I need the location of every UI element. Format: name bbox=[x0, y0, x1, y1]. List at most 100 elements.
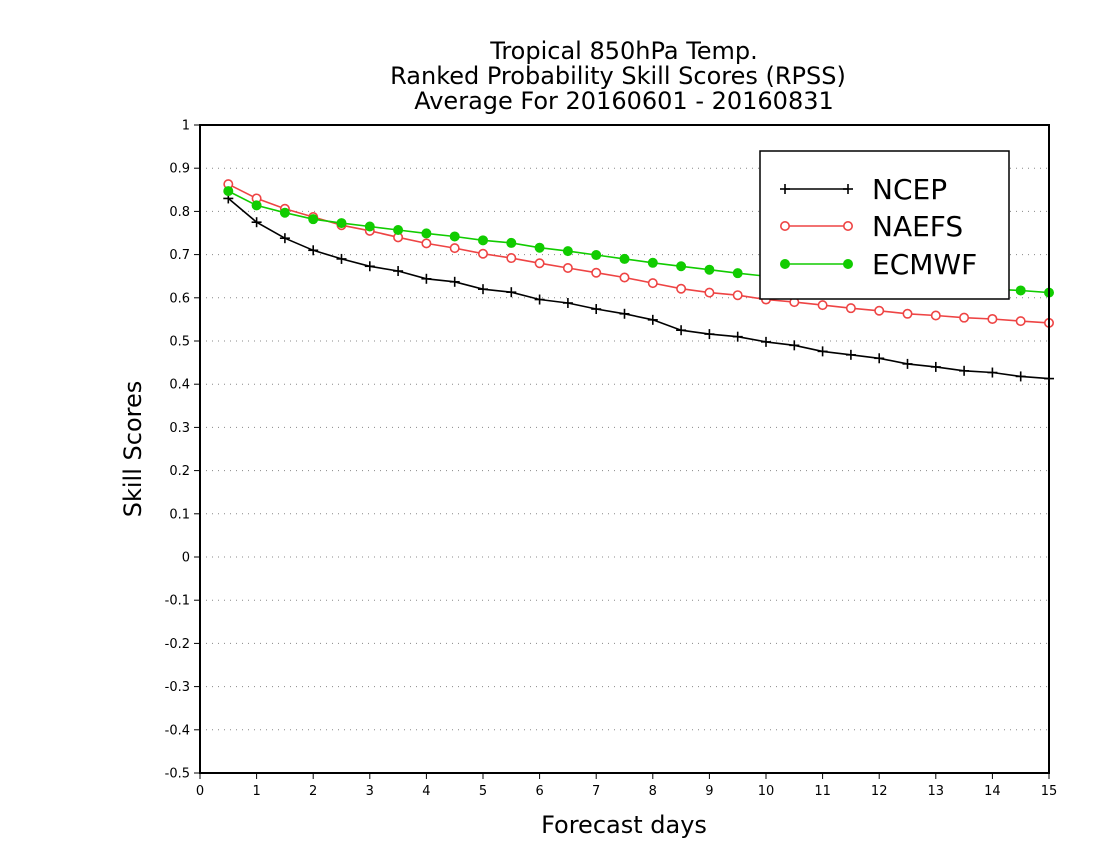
data-point-naefs bbox=[959, 312, 970, 323]
data-point-naefs bbox=[506, 253, 517, 264]
legend-box bbox=[759, 150, 1010, 300]
x-tick-label: 2 bbox=[309, 784, 317, 799]
x-tick-label: 1 bbox=[252, 784, 260, 799]
data-point-naefs bbox=[562, 262, 573, 273]
data-point-naefs bbox=[676, 283, 687, 294]
data-point-ecmwf bbox=[506, 237, 517, 248]
data-point-ncep bbox=[704, 329, 715, 340]
y-tick-label: -0.2 bbox=[165, 637, 190, 652]
x-tick-label: 3 bbox=[366, 784, 374, 799]
data-point-naefs bbox=[845, 303, 856, 314]
x-tick-label: 4 bbox=[422, 784, 430, 799]
data-point-ncep bbox=[308, 245, 319, 256]
data-point-naefs bbox=[930, 310, 941, 321]
data-point-ncep bbox=[930, 361, 941, 372]
legend-marker-naefs bbox=[842, 221, 853, 232]
data-point-ncep bbox=[789, 340, 800, 351]
x-tick-label: 11 bbox=[814, 784, 831, 799]
data-point-naefs bbox=[902, 308, 913, 319]
data-point-ecmwf bbox=[704, 264, 715, 275]
data-point-ecmwf bbox=[619, 253, 630, 264]
x-tick-label: 6 bbox=[535, 784, 543, 799]
x-tick-label: 7 bbox=[592, 784, 600, 799]
y-tick-label: 0.6 bbox=[169, 291, 190, 306]
data-point-ncep bbox=[421, 273, 432, 284]
chart-title-line-2: Ranked Probability Skill Scores (RPSS) bbox=[390, 62, 846, 90]
data-point-ncep bbox=[478, 284, 488, 295]
chart-title-line-1: Tropical 850hPa Temp. bbox=[489, 37, 758, 65]
data-point-ncep bbox=[959, 365, 970, 376]
data-point-ncep bbox=[761, 336, 771, 347]
data-point-naefs bbox=[1015, 316, 1026, 327]
data-point-ncep bbox=[591, 304, 602, 315]
x-tick-label: 10 bbox=[758, 784, 775, 799]
data-point-ncep bbox=[732, 331, 743, 342]
data-point-naefs bbox=[732, 290, 743, 301]
legend-label-ecmwf: ECMWF bbox=[872, 248, 977, 281]
x-tick-label: 0 bbox=[196, 784, 204, 799]
data-point-ncep bbox=[817, 346, 828, 357]
legend-marker-ncep bbox=[780, 184, 790, 194]
x-tick-label: 13 bbox=[928, 784, 945, 799]
x-axis-label: Forecast days bbox=[541, 811, 707, 839]
legend-marker-ncep bbox=[843, 184, 853, 194]
data-point-ecmwf bbox=[279, 207, 290, 218]
legend-marker-ecmwf bbox=[780, 259, 790, 269]
data-point-ncep bbox=[279, 233, 290, 244]
legend-marker-ecmwf bbox=[843, 259, 853, 269]
data-point-naefs bbox=[704, 287, 715, 298]
y-tick-label: 0.8 bbox=[169, 205, 190, 220]
data-point-naefs bbox=[874, 305, 885, 316]
data-point-naefs bbox=[619, 272, 630, 283]
data-point-naefs bbox=[647, 278, 658, 289]
y-tick-label: 0.4 bbox=[169, 378, 190, 393]
y-tick-label: 0.9 bbox=[169, 162, 190, 177]
y-axis-label: Skill Scores bbox=[119, 381, 147, 518]
data-point-ecmwf bbox=[393, 224, 404, 235]
legend-label-naefs: NAEFS bbox=[872, 210, 963, 243]
data-point-ecmwf bbox=[223, 186, 234, 197]
legend-label-ncep: NCEP bbox=[872, 173, 947, 206]
y-tick-label: 0.5 bbox=[169, 335, 190, 350]
y-tick-label: -0.5 bbox=[165, 767, 190, 782]
y-tick-label: 0.7 bbox=[169, 248, 190, 263]
y-tick-label: 0 bbox=[182, 551, 190, 566]
data-point-ecmwf bbox=[336, 218, 347, 229]
legend-marker-naefs bbox=[779, 221, 790, 232]
data-point-ecmwf bbox=[308, 214, 319, 225]
x-tick-label: 8 bbox=[649, 784, 657, 799]
data-point-ncep bbox=[619, 308, 630, 319]
data-point-ecmwf bbox=[478, 235, 488, 246]
data-point-ncep bbox=[676, 325, 687, 336]
data-point-naefs bbox=[987, 313, 998, 324]
data-point-ecmwf bbox=[647, 257, 658, 268]
data-point-naefs bbox=[591, 267, 602, 278]
data-point-ecmwf bbox=[591, 250, 602, 261]
data-point-ncep bbox=[874, 353, 885, 364]
legend: NCEP NAEFS ECMWF bbox=[759, 150, 1010, 300]
legend-entries: NCEP NAEFS ECMWF bbox=[779, 173, 977, 281]
data-point-ncep bbox=[1015, 371, 1026, 382]
chart-title-line-3: Average For 20160601 - 20160831 bbox=[414, 87, 834, 115]
data-point-ecmwf bbox=[562, 246, 573, 257]
data-point-ncep bbox=[336, 253, 347, 264]
y-tick-label: 1 bbox=[182, 119, 190, 134]
data-point-ecmwf bbox=[676, 261, 687, 272]
data-point-ncep bbox=[393, 266, 404, 277]
data-point-ecmwf bbox=[449, 231, 460, 242]
data-point-ecmwf bbox=[534, 242, 545, 253]
data-point-ncep bbox=[449, 276, 460, 287]
y-tick-label: 0.1 bbox=[169, 507, 190, 522]
data-point-ncep bbox=[562, 297, 573, 308]
data-series bbox=[223, 179, 1055, 384]
data-point-naefs bbox=[534, 258, 545, 269]
data-point-ncep bbox=[845, 349, 856, 360]
y-tick-label: -0.4 bbox=[165, 723, 190, 738]
data-point-ecmwf bbox=[421, 228, 432, 239]
data-point-naefs bbox=[477, 248, 488, 259]
data-point-ncep bbox=[987, 367, 998, 378]
y-tick-label: 0.3 bbox=[169, 421, 190, 436]
data-point-ecmwf bbox=[364, 221, 375, 232]
data-point-naefs bbox=[449, 243, 460, 254]
